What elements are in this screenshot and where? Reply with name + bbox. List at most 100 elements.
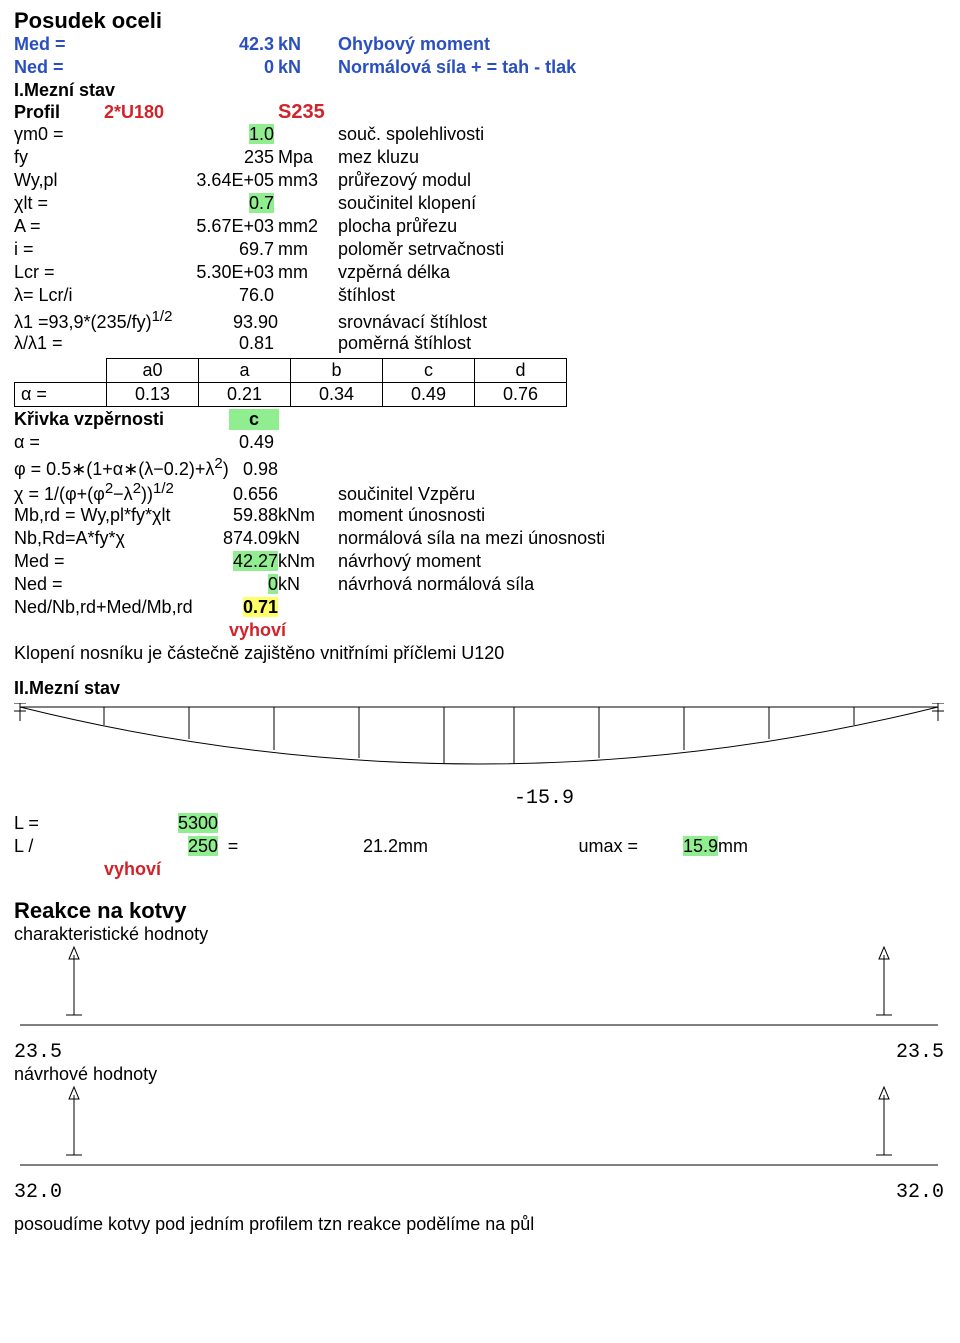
th-d: d xyxy=(475,359,567,383)
alpha-row-label: α = xyxy=(15,383,107,407)
ratio-val: 0.71 xyxy=(243,597,278,617)
curve-alpha-label: α = xyxy=(14,432,138,453)
nbrd-label: Nb,Rd=A*fy*χ xyxy=(14,528,209,549)
lcr-label: Lcr = xyxy=(14,262,138,283)
Ldiv-eq: = xyxy=(218,836,248,857)
cmed-val: 42.27 xyxy=(233,551,278,571)
umax-val: 15.9 xyxy=(683,836,718,856)
deflection-diagram: -15.9 xyxy=(14,703,944,813)
med-desc: Ohybový moment xyxy=(338,34,946,55)
i-val: 69.7 xyxy=(138,239,278,260)
A-val: 5.67E+03 xyxy=(138,216,278,237)
alpha-c: 0.49 xyxy=(383,383,475,407)
gm0-val: 1.0 xyxy=(249,124,274,144)
med-unit: kN xyxy=(278,34,338,55)
alpha-table: a0 a b c d α = 0.13 0.21 0.34 0.49 0.76 xyxy=(14,358,567,407)
i-desc: poloměr setrvačnosti xyxy=(338,239,946,260)
fy-desc: mez kluzu xyxy=(338,147,946,168)
reactions-design-diagram xyxy=(14,1085,944,1185)
limit2-header: II.Mezní stav xyxy=(14,678,946,699)
wypl-val: 3.64E+05 xyxy=(138,170,278,191)
lamr-desc: poměrná štíhlost xyxy=(338,333,946,354)
Ldiv-unit: mm xyxy=(398,836,438,857)
ned-unit: kN xyxy=(278,57,338,78)
lamr-val: 0.81 xyxy=(138,333,278,354)
vyhovi-1: vyhoví xyxy=(229,620,286,641)
wypl-unit: mm3 xyxy=(278,170,338,191)
A-unit: mm2 xyxy=(278,216,338,237)
alpha-a: 0.21 xyxy=(199,383,291,407)
alpha-table-header: a0 a b c d xyxy=(15,359,567,383)
nbrd-val: 874.09 xyxy=(209,528,278,549)
lcr-val: 5.30E+03 xyxy=(138,262,278,283)
row-profile: Profil 2*U180 S235 xyxy=(14,101,946,124)
Ldiv-res: 21.2 xyxy=(248,836,398,857)
cned-desc: návrhová normálová síla xyxy=(338,574,946,595)
L-val: 5300 xyxy=(178,813,218,833)
chi-desc: součinitel Vzpěru xyxy=(338,484,946,505)
curve-note: Klopení nosníku je částečně zajištěno vn… xyxy=(14,643,946,664)
fy-unit: Mpa xyxy=(278,147,338,168)
fy-val: 235 xyxy=(138,147,278,168)
row-ned: Ned = 0 kN Normálová síla + = tah - tlak xyxy=(14,57,946,80)
lam1-val: 93.90 xyxy=(194,312,278,333)
gm0-label: γm0 = xyxy=(14,124,138,145)
limit1-header: I.Mezní stav xyxy=(14,80,946,101)
chilt-val: 0.7 xyxy=(249,193,274,213)
med-label: Med = xyxy=(14,34,138,55)
alpha-b: 0.34 xyxy=(291,383,383,407)
alpha-table-row: α = 0.13 0.21 0.34 0.49 0.76 xyxy=(15,383,567,407)
cmed-desc: návrhový moment xyxy=(338,551,946,572)
fy-label: fy xyxy=(14,147,138,168)
reactions-title: Reakce na kotvy xyxy=(14,898,946,924)
gm0-desc: souč. spolehlivosti xyxy=(338,124,946,145)
med-val: 42.3 xyxy=(138,34,278,55)
design-right: 32.0 xyxy=(896,1181,944,1204)
Ldiv-label: L / xyxy=(14,836,138,857)
lam1-desc: srovnávací štíhlost xyxy=(338,312,946,333)
lcr-desc: vzpěrná délka xyxy=(338,262,946,283)
profile-val: 2*U180 xyxy=(104,102,278,123)
reactions-note: posoudíme kotvy pod jedním profilem tzn … xyxy=(14,1214,946,1235)
umax-unit: mm xyxy=(718,836,758,857)
lam1-label: λ1 =93,9*(235/fy)1/2 xyxy=(14,308,194,333)
mbrd-desc: moment únosnosti xyxy=(338,505,946,526)
L-label: L = xyxy=(14,813,138,834)
lam-label: λ= Lcr/i xyxy=(14,285,138,306)
mbrd-val: 59.88 xyxy=(209,505,278,526)
curve-label: Křivka vzpěrnosti xyxy=(14,409,229,430)
nbrd-desc: normálová síla na mezi únosnosti xyxy=(338,528,946,549)
A-label: A = xyxy=(14,216,138,237)
phi-label: φ = 0.5∗(1+α∗(λ−0.2)+λ2) xyxy=(14,455,229,480)
cned-unit: kN xyxy=(278,574,338,595)
design-left: 32.0 xyxy=(14,1181,62,1204)
row-med: Med = 42.3 kN Ohybový moment xyxy=(14,34,946,57)
cned-label: Ned = xyxy=(14,574,209,595)
profile-label: Profil xyxy=(14,102,104,123)
reactions-char-label: charakteristické hodnoty xyxy=(14,924,946,945)
lcr-unit: mm xyxy=(278,262,338,283)
Ldiv-val: 250 xyxy=(188,836,218,856)
th-c: c xyxy=(383,359,475,383)
chilt-desc: součinitel klopení xyxy=(338,193,946,214)
curve-val: c xyxy=(229,409,279,430)
deflection-value: -15.9 xyxy=(514,787,574,810)
phi-val: 0.98 xyxy=(229,459,278,480)
char-right: 23.5 xyxy=(896,1041,944,1064)
lam-desc: štíhlost xyxy=(338,285,946,306)
i-label: i = xyxy=(14,239,138,260)
ned-desc: Normálová síla + = tah - tlak xyxy=(338,57,946,78)
reactions-char-diagram xyxy=(14,945,944,1045)
alpha-a0: 0.13 xyxy=(107,383,199,407)
mbrd-label: Mb,rd = Wy,pl*fy*χlt xyxy=(14,505,209,526)
page-title: Posudek oceli xyxy=(14,8,946,34)
mbrd-unit: kNm xyxy=(278,505,338,526)
chi-label: χ = 1/(φ+(φ2−λ2))1/2 xyxy=(14,480,229,505)
cmed-unit: kNm xyxy=(278,551,338,572)
nbrd-unit: kN xyxy=(278,528,338,549)
i-unit: mm xyxy=(278,239,338,260)
th-a: a xyxy=(199,359,291,383)
cmed-label: Med = xyxy=(14,551,209,572)
steel-grade: S235 xyxy=(278,101,325,124)
ratio-label: Ned/Nb,rd+Med/Mb,rd xyxy=(14,597,229,618)
